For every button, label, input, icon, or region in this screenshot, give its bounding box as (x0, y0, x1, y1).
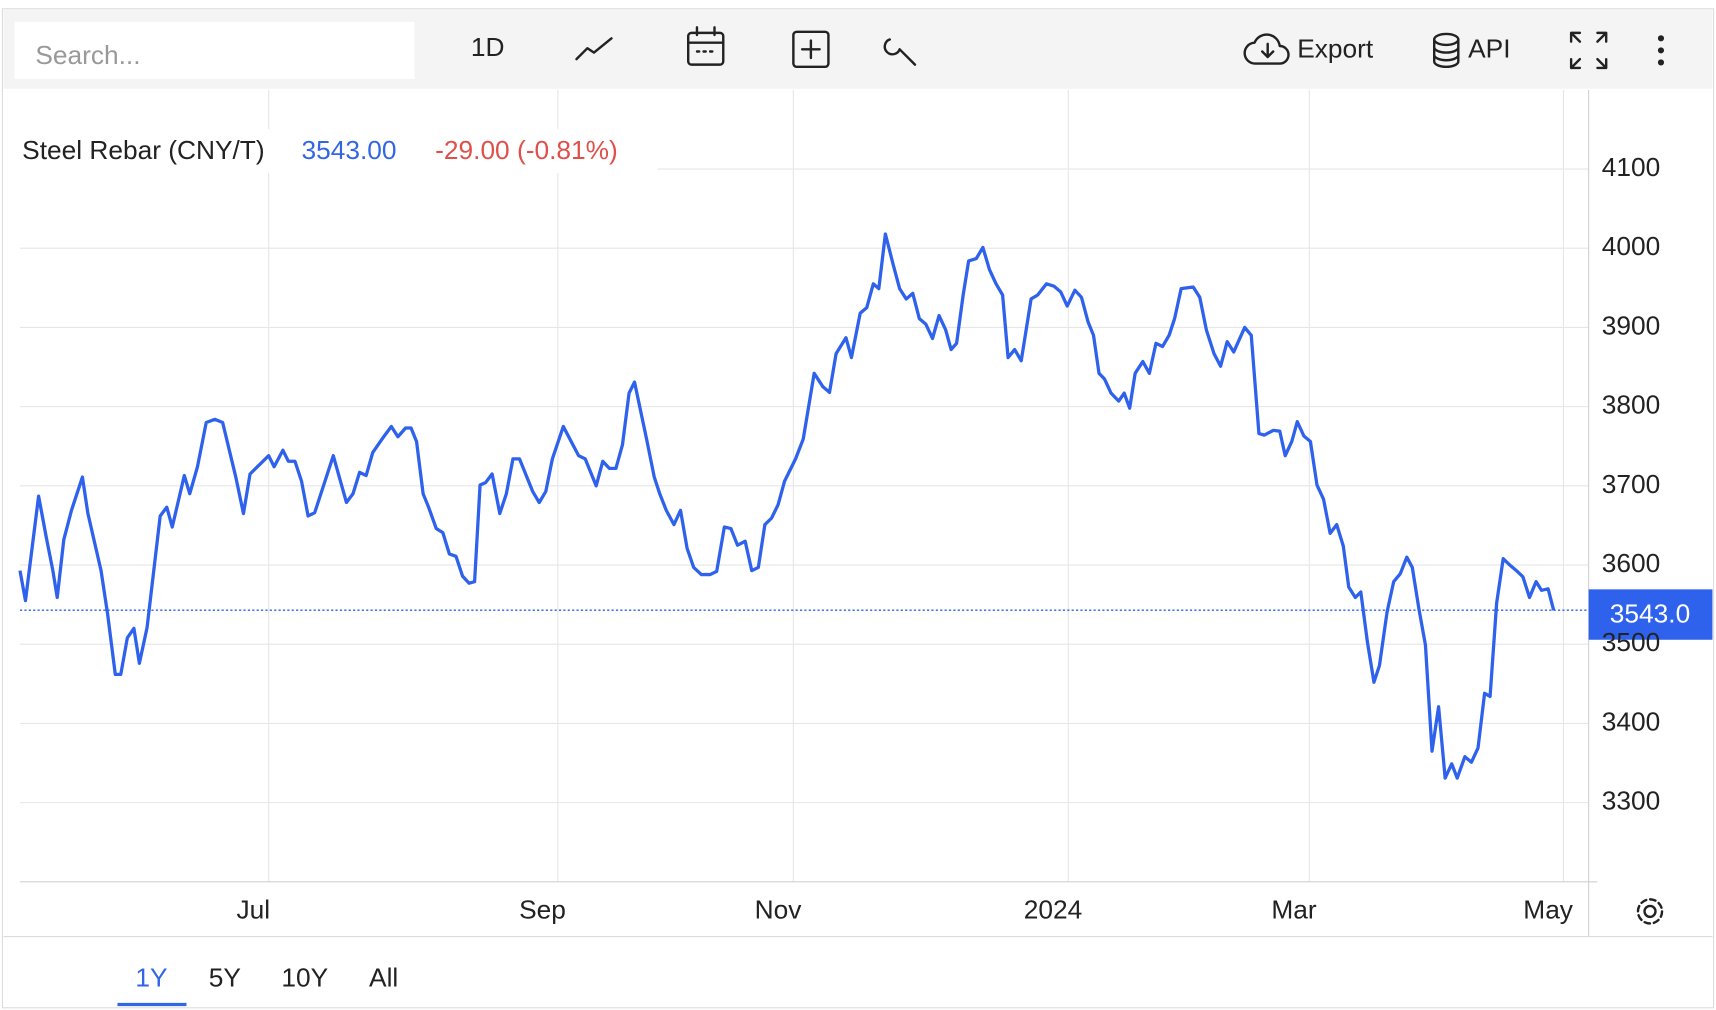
x-tick-label: Sep (519, 894, 566, 924)
export-button[interactable]: Export (1243, 33, 1374, 65)
series-name: Steel Rebar (CNY/T) (22, 135, 264, 165)
interval-button[interactable]: 1D (471, 32, 505, 62)
y-tick-label: 3400 (1602, 706, 1660, 736)
last-marker: 3543.0 (19, 589, 1713, 640)
x-tick-label: Nov (755, 894, 803, 924)
y-tick-label: 3700 (1602, 469, 1660, 499)
range-button[interactable]: 1Y (135, 962, 167, 992)
menu-button[interactable] (1657, 35, 1665, 66)
api-label[interactable]: API (1468, 33, 1510, 63)
last-value-label: 3543.0 (1610, 599, 1690, 629)
y-tick-label: 3500 (1602, 627, 1660, 657)
y-tick-label: 3600 (1602, 548, 1660, 578)
header-box (15, 129, 658, 174)
range-button[interactable]: All (369, 962, 398, 992)
settings-tool-button[interactable] (883, 38, 917, 66)
export-label[interactable]: Export (1297, 33, 1374, 63)
search-box[interactable] (14, 21, 415, 79)
y-tick-label: 3900 (1602, 310, 1660, 340)
y-tick-label: 4100 (1602, 152, 1660, 182)
x-tick-label: May (1523, 894, 1574, 924)
range-button[interactable]: 5Y (209, 962, 241, 992)
x-tick-label: 2024 (1024, 894, 1082, 924)
frame (1, 8, 1715, 1009)
range-selector: 1Y 5Y 10Y All (117, 962, 398, 1007)
search-placeholder[interactable]: Search... (35, 40, 140, 70)
y-tick-label: 4000 (1602, 231, 1660, 261)
compare-button[interactable] (792, 30, 830, 69)
fullscreen-button[interactable] (1569, 31, 1608, 70)
y-tick-label: 3800 (1602, 390, 1660, 420)
x-tick-label: Mar (1271, 894, 1317, 924)
price-line (18, 232, 1556, 780)
y-tick-label: 3300 (1602, 786, 1660, 816)
calendar-button[interactable] (687, 26, 725, 66)
range-button[interactable]: 10Y (281, 962, 328, 992)
chart-type-button[interactable] (575, 37, 613, 61)
api-button[interactable]: API (1432, 32, 1511, 69)
price-change: -29.00 (-0.81%) (435, 135, 618, 165)
last-value-tag (1588, 589, 1713, 640)
last-price: 3543.00 (302, 135, 397, 165)
chart-settings-button[interactable] (1636, 898, 1664, 925)
x-tick-label: Jul (237, 894, 271, 924)
plot (18, 232, 1556, 780)
